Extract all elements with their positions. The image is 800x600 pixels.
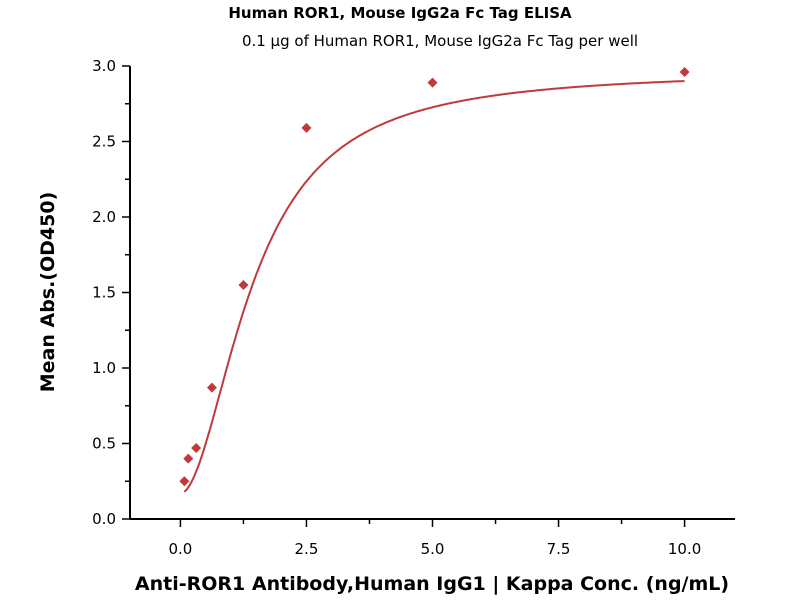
- y-tick-label: 0.0: [92, 510, 116, 528]
- y-tick-label: 0.5: [92, 435, 116, 453]
- x-tick-label: 5.0: [421, 540, 445, 558]
- data-point: [183, 453, 194, 464]
- x-tick-label: 7.5: [547, 540, 571, 558]
- data-point: [206, 382, 217, 393]
- data-point: [179, 476, 190, 487]
- y-tick-label: 2.0: [92, 208, 116, 226]
- data-point: [191, 443, 202, 454]
- data-point: [301, 122, 312, 133]
- y-tick-label: 1.0: [92, 359, 116, 377]
- data-point: [238, 279, 249, 290]
- y-tick-label: 2.5: [92, 133, 116, 151]
- y-tick-label: 3.0: [92, 57, 116, 75]
- chart-subtitle: 0.1 µg of Human ROR1, Mouse IgG2a Fc Tag…: [241, 32, 639, 50]
- x-tick-label: 2.5: [295, 540, 319, 558]
- data-point: [427, 77, 438, 88]
- x-axis-label: Anti-ROR1 Antibody,Human IgG1 | Kappa Co…: [135, 573, 729, 595]
- x-tick-label: 10.0: [668, 540, 701, 558]
- x-tick-label: 0.0: [168, 540, 192, 558]
- y-tick-label: 1.5: [92, 284, 116, 302]
- data-point: [679, 67, 690, 78]
- chart-title: Human ROR1, Mouse IgG2a Fc Tag ELISA: [228, 4, 572, 22]
- y-axis-label: Mean Abs.(OD450): [37, 192, 59, 393]
- fit-curve: [183, 80, 685, 493]
